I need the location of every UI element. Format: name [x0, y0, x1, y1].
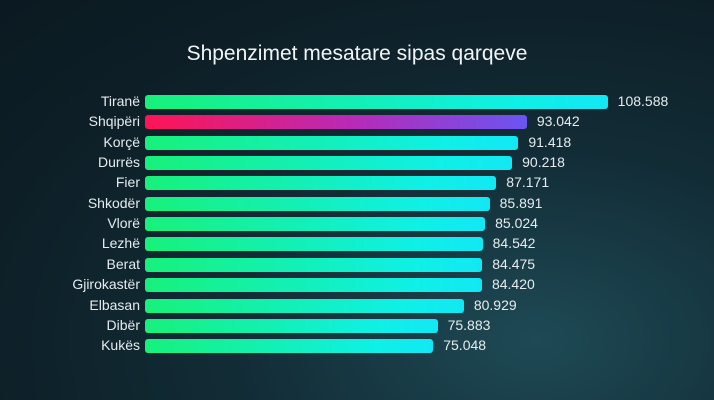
category-label: Gjirokastër	[72, 276, 140, 293]
value-label: 84.420	[491, 276, 535, 293]
value-label: 87.171	[506, 174, 550, 191]
value-label: 90.218	[522, 154, 565, 171]
bar-row: Dibër 75.883	[0, 316, 714, 336]
bar-row: Tiranë 108.588	[0, 92, 714, 112]
bar	[145, 257, 483, 272]
bar-row: Shqipëri 93.042	[0, 112, 714, 132]
bar	[145, 115, 527, 130]
bar-row: Vlorë 85.024	[0, 214, 714, 234]
bar	[145, 278, 482, 293]
bar	[145, 95, 608, 109]
bar	[145, 135, 519, 150]
bar-row: Fier 87.171	[0, 173, 714, 193]
bar-row: Gjirokastër 84.420	[0, 275, 714, 295]
category-label: Fier	[115, 174, 140, 191]
category-label: Elbasan	[89, 296, 140, 313]
category-label: Kukës	[101, 337, 140, 354]
category-label: Durrës	[97, 154, 140, 171]
bar-row: Lezhë 84.542	[0, 234, 714, 254]
bar-row: Korçë 91.418	[0, 133, 714, 153]
bar	[145, 339, 434, 354]
bar	[145, 196, 490, 211]
bar-row: Elbasan 80.929	[0, 296, 714, 316]
bar	[145, 176, 497, 191]
bar	[145, 318, 438, 333]
category-label: Lezhë	[101, 235, 140, 252]
category-label: Dibër	[106, 316, 140, 333]
category-label: Vlorë	[107, 215, 140, 232]
value-label: 80.929	[473, 296, 517, 313]
bar-row: Kukës 75.048	[0, 336, 714, 356]
category-label: Shkodër	[87, 194, 140, 211]
bar-row: Berat 84.475	[0, 255, 714, 275]
value-label: 91.418	[528, 133, 572, 150]
value-label: 85.024	[495, 215, 538, 232]
value-label: 75.883	[447, 316, 491, 333]
value-label: 85.891	[499, 194, 543, 211]
bar	[145, 156, 513, 171]
chart-title: Shpenzimet mesatare sipas qarqeve	[186, 42, 528, 65]
value-label: 84.542	[492, 235, 536, 252]
bar-row: Shkodër 85.891	[0, 194, 714, 214]
bar	[145, 298, 464, 313]
bar	[145, 217, 486, 232]
value-label: 108.588	[617, 93, 669, 109]
bar	[145, 237, 483, 252]
category-label: Korçë	[103, 133, 140, 150]
bar-row: Durrës 90.218	[0, 153, 714, 173]
value-label: 75.048	[443, 337, 487, 354]
category-label: Berat	[106, 255, 140, 272]
category-label: Shqipëri	[88, 113, 140, 130]
category-label: Tiranë	[100, 93, 140, 109]
value-label: 84.475	[492, 255, 536, 272]
value-label: 93.042	[536, 113, 580, 130]
